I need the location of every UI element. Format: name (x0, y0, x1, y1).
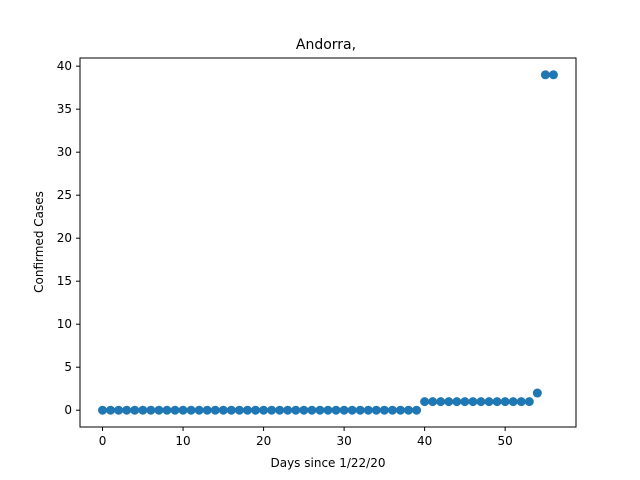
y-tick-label: 0 (64, 403, 72, 417)
x-tick-label: 30 (336, 434, 351, 448)
data-point (347, 405, 357, 415)
y-tick-label: 10 (57, 317, 72, 331)
x-tick-label: 20 (256, 434, 271, 448)
data-point (516, 397, 526, 407)
plot-frame (79, 57, 577, 428)
data-point (154, 405, 164, 415)
data-point (138, 405, 148, 415)
data-point (299, 405, 309, 415)
data-point (130, 405, 140, 415)
data-point (355, 405, 365, 415)
y-tick-label: 30 (57, 145, 72, 159)
data-point (371, 405, 381, 415)
x-tick-label: 50 (498, 434, 513, 448)
y-tick-label: 15 (57, 274, 72, 288)
data-point (291, 405, 301, 415)
data-point (267, 405, 277, 415)
y-axis-label: Confirmed Cases (32, 191, 46, 293)
data-point (395, 405, 405, 415)
data-point (146, 405, 156, 415)
data-point (460, 397, 470, 407)
y-tick-label: 35 (57, 102, 72, 116)
data-point (379, 405, 389, 415)
y-tick-label: 20 (57, 231, 72, 245)
data-point (170, 405, 180, 415)
data-point (476, 397, 486, 407)
data-point (307, 405, 317, 415)
data-point (331, 405, 341, 415)
data-point (404, 405, 414, 415)
y-tick-label: 40 (57, 59, 72, 73)
data-points (98, 70, 558, 415)
data-point (444, 397, 454, 407)
data-point (468, 397, 478, 407)
data-point (259, 405, 269, 415)
data-point (210, 405, 220, 415)
data-point (428, 397, 438, 407)
data-point (242, 405, 252, 415)
data-point (98, 405, 108, 415)
data-point (283, 405, 293, 415)
data-point (323, 405, 333, 415)
data-point (500, 397, 510, 407)
data-point (548, 70, 558, 80)
data-point (387, 405, 397, 415)
data-point (532, 388, 542, 398)
data-point (540, 70, 550, 80)
data-point (122, 405, 132, 415)
x-tick-label: 10 (175, 434, 190, 448)
data-point (186, 405, 196, 415)
data-point (420, 397, 430, 407)
x-tick-label: 0 (99, 434, 107, 448)
data-point (315, 405, 325, 415)
data-point (178, 405, 188, 415)
data-point (363, 405, 373, 415)
x-axis: 0 10 20 30 40 50 (99, 427, 513, 448)
data-point (162, 405, 172, 415)
y-axis: 0 5 10 15 20 25 30 35 40 (57, 59, 80, 417)
x-axis-label: Days since 1/22/20 (270, 456, 385, 470)
data-point (524, 397, 534, 407)
data-point (275, 405, 285, 415)
data-point (106, 405, 116, 415)
data-point (194, 405, 204, 415)
data-point (251, 405, 261, 415)
x-tick-label: 40 (417, 434, 432, 448)
data-point (339, 405, 349, 415)
data-point (234, 405, 244, 415)
data-point (202, 405, 212, 415)
data-point (114, 405, 124, 415)
data-point (492, 397, 502, 407)
data-point (218, 405, 228, 415)
chart-title: Andorra, (296, 37, 356, 53)
data-point (452, 397, 462, 407)
data-point (484, 397, 494, 407)
y-tick-label: 5 (64, 360, 72, 374)
data-point (436, 397, 446, 407)
y-tick-label: 25 (57, 188, 72, 202)
data-point (226, 405, 236, 415)
data-point (412, 405, 422, 415)
data-point (508, 397, 518, 407)
